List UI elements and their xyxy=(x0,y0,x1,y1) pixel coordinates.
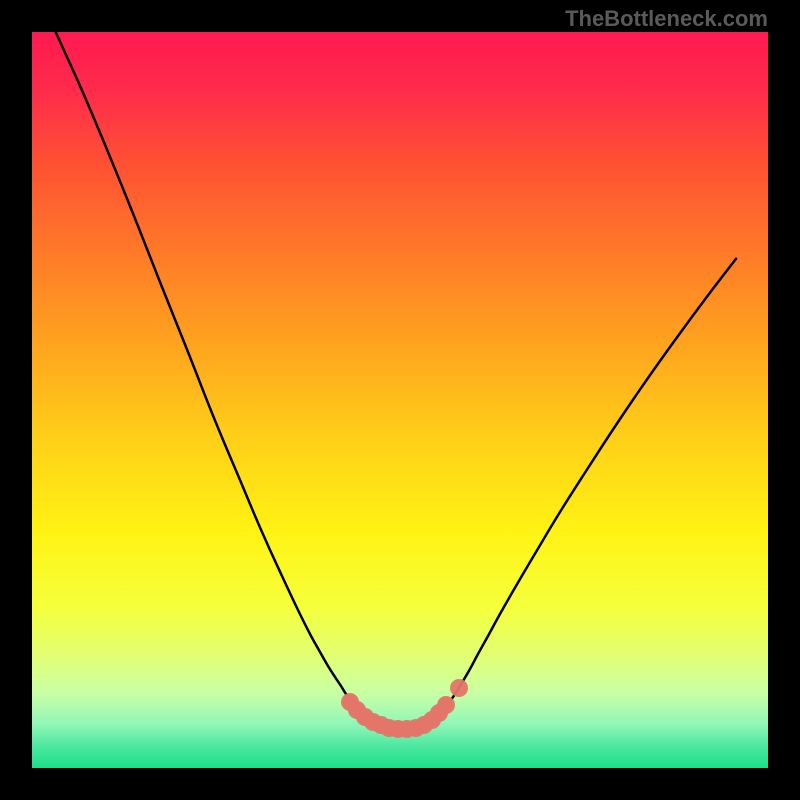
chart-frame: TheBottleneck.com xyxy=(0,0,800,800)
watermark-text: TheBottleneck.com xyxy=(565,6,768,32)
bottleneck-curve-svg xyxy=(0,0,800,800)
bottleneck-curve xyxy=(42,2,736,728)
